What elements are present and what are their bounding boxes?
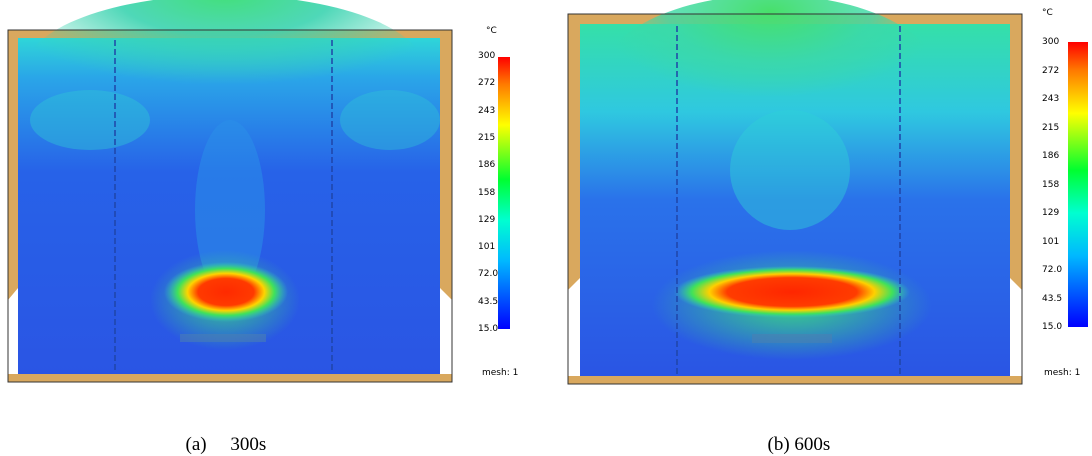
caption-b: (b) 600s bbox=[758, 412, 831, 456]
slice-plot-a bbox=[7, 0, 453, 383]
colorbar-tick-label: 15.0 bbox=[1042, 322, 1063, 332]
colorbar-tick-label: 15.0 bbox=[478, 324, 499, 334]
mesh-label-a: mesh: 1 bbox=[482, 368, 519, 378]
hot-zone-a bbox=[164, 262, 288, 322]
colorbar-tick-label: 300 bbox=[1042, 37, 1060, 47]
colorbar-tick-label: 101 bbox=[1042, 236, 1060, 247]
colorbar-tick-label: 72.0 bbox=[478, 269, 499, 280]
colorbar-tick-label: 72.0 bbox=[1042, 265, 1063, 275]
colorbar-tick-label: 158 bbox=[1042, 179, 1060, 190]
colorbar-tick-label: 43.5 bbox=[478, 296, 499, 307]
colorbar-tick-label: 186 bbox=[478, 160, 496, 171]
colorbar-tick-label: 215 bbox=[478, 132, 496, 143]
colorbar-tick-label: 215 bbox=[1042, 122, 1060, 133]
colorbar-tick-label: 129 bbox=[1042, 208, 1060, 218]
colorbar-tick-label: 129 bbox=[478, 214, 496, 225]
panel-a: °C 300 272 243 215 186 158 129 101 72.0 43.5 15.0 … bbox=[0, 0, 540, 446]
unit-label-a: °C bbox=[486, 26, 497, 36]
colorbar-tick-label: 101 bbox=[478, 242, 496, 253]
colorbar-b bbox=[1068, 42, 1088, 327]
slice-plot-b bbox=[567, 0, 1023, 385]
colorbar-tick-label: 272 bbox=[1042, 65, 1060, 76]
hot-zone-b bbox=[674, 266, 910, 318]
caption-a: (a) 300s bbox=[176, 412, 267, 456]
caption-b-index: (b) bbox=[767, 434, 790, 455]
colorbar-tick-label: 158 bbox=[478, 187, 496, 198]
colorbar-tick-label: 43.5 bbox=[1042, 293, 1063, 304]
panel-b: °C 300 272 243 215 186 158 129 101 72.0 43.5 15.0 … bbox=[560, 0, 1092, 446]
colorbar-tick-label: 272 bbox=[478, 78, 496, 89]
colorbar-tick-label: 243 bbox=[478, 105, 496, 116]
mesh-label-b: mesh: 1 bbox=[1044, 368, 1081, 378]
colorbar-a bbox=[498, 57, 510, 329]
caption-a-time: 300s bbox=[230, 434, 267, 455]
caption-a-index: (a) bbox=[185, 434, 207, 455]
colorbar-tick-label: 243 bbox=[1042, 94, 1060, 104]
unit-label-b: °C bbox=[1042, 8, 1053, 18]
colorbar-tick-label: 300 bbox=[478, 51, 496, 61]
colorbar-tick-label: 186 bbox=[1042, 151, 1060, 161]
caption-b-time: 600s bbox=[794, 434, 831, 455]
